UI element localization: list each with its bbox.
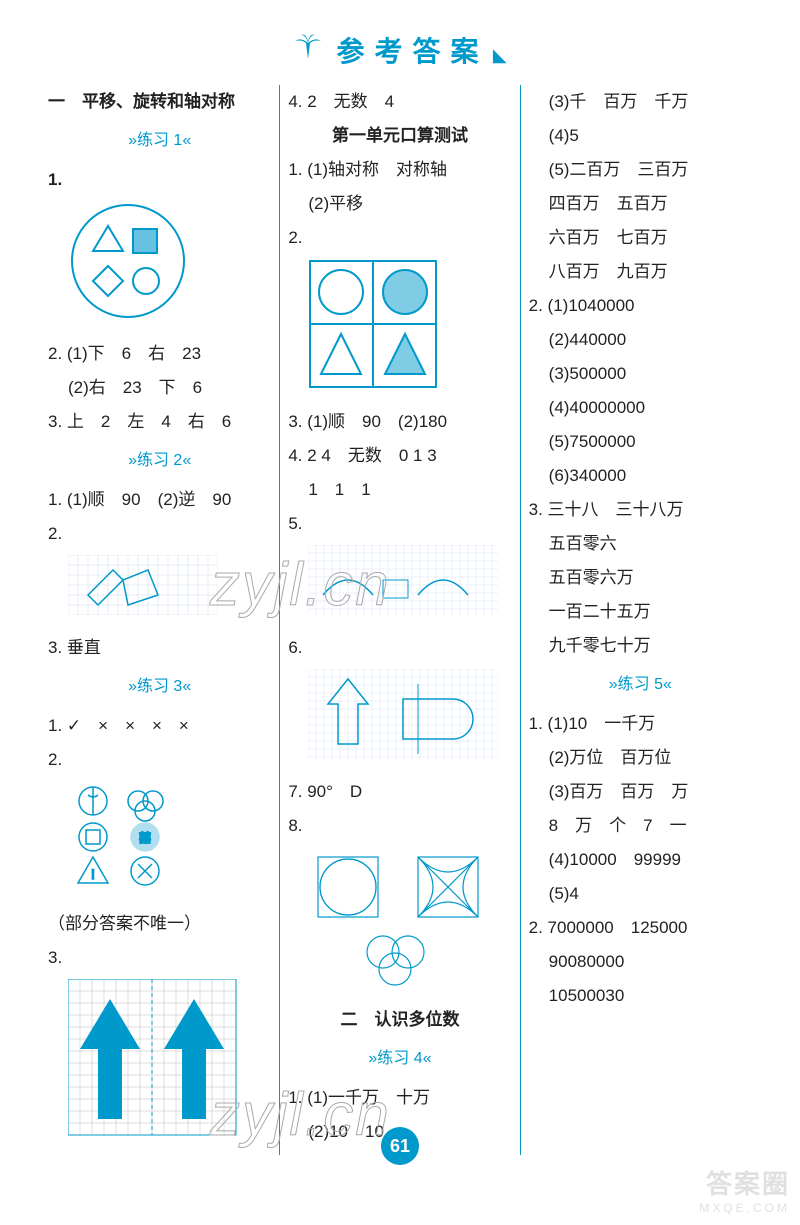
- section-title: 二 认识多位数: [288, 1003, 511, 1037]
- title-text: 参考答案: [336, 36, 488, 67]
- practice-label: »练习 3«: [48, 671, 271, 703]
- answer-text: 2.: [48, 743, 271, 777]
- page-number: 61: [381, 1127, 419, 1165]
- q5-figure: [308, 545, 511, 627]
- answer-text: 2. (1)1040000: [529, 289, 752, 323]
- column-1: 一 平移、旋转和轴对称 »练习 1« 1. 2. (1)下 6 右 23 (2)…: [40, 85, 279, 1155]
- answer-text: (2)440000: [529, 323, 752, 357]
- answer-text: 8 万 个 7 一: [529, 809, 752, 843]
- answer-text: 7. 90° D: [288, 775, 511, 809]
- answer-text: 3. (1)顺 90 (2)180: [288, 405, 511, 439]
- column-3: (3)千 百万 千万 (4)5 (5)二百万 三百万 四百万 五百万 六百万 七…: [521, 85, 760, 1155]
- answer-text: (4)5: [529, 119, 752, 153]
- answer-text: 90080000: [529, 945, 752, 979]
- palm-icon: [293, 37, 330, 67]
- answer-text: 1. (1)一千万 十万: [288, 1081, 511, 1115]
- four-shapes-figure: [308, 259, 511, 401]
- content-columns: 一 平移、旋转和轴对称 »练习 1« 1. 2. (1)下 6 右 23 (2)…: [40, 85, 760, 1155]
- parallelogram-figure: [68, 555, 271, 627]
- answer-text: (3)百万 百万 万: [529, 775, 752, 809]
- corner-small: MXQE.COM: [699, 1201, 790, 1215]
- answer-text: (3)500000: [529, 357, 752, 391]
- practice-label: »练习 1«: [48, 125, 271, 157]
- practice-label: »练习 2«: [48, 445, 271, 477]
- answer-text: (5)4: [529, 877, 752, 911]
- arrows-grid-figure: [68, 979, 271, 1151]
- q8-figure: [308, 847, 511, 999]
- shapes-circle-figure: [68, 201, 271, 333]
- answer-text: 2. 7000000 125000: [529, 911, 752, 945]
- answer-text: 九千零七十万: [529, 629, 752, 663]
- answer-text: (3)千 百万 千万: [529, 85, 752, 119]
- answer-text: 1. (1)顺 90 (2)逆 90: [48, 483, 271, 517]
- answer-text: 4. 2 无数 4: [288, 85, 511, 119]
- arrow-icon: ◣: [493, 45, 507, 65]
- answer-text: 六百万 七百万: [529, 221, 752, 255]
- answer-text: 1. (1)10 一千万: [529, 707, 752, 741]
- answer-text: 2. (1)下 6 右 23: [48, 337, 271, 371]
- answer-text: 1. ✓ × × × ×: [48, 709, 271, 743]
- answer-text: 1. (1)轴对称 对称轴: [288, 153, 511, 187]
- svg-text:!: !: [91, 866, 95, 882]
- answer-text: 四百万 五百万: [529, 187, 752, 221]
- answer-text: 3. 上 2 左 4 右 6: [48, 405, 271, 439]
- answer-text: 2.: [288, 221, 511, 255]
- practice-label: »练习 4«: [288, 1043, 511, 1075]
- page-number-value: 61: [381, 1127, 419, 1165]
- svg-text:囍: 囍: [139, 831, 151, 845]
- answer-text: 3. 垂直: [48, 631, 271, 665]
- answer-text: 八百万 九百万: [529, 255, 752, 289]
- answer-text: (6)340000: [529, 459, 752, 493]
- answer-text: 5.: [288, 507, 511, 541]
- answer-text: 五百零六: [529, 527, 752, 561]
- practice-label: »练习 5«: [529, 669, 752, 701]
- answer-text: 3. 三十八 三十八万: [529, 493, 752, 527]
- answer-text: (2)平移: [288, 187, 511, 221]
- corner-big: 答案圈: [699, 1164, 790, 1201]
- q6-figure: [308, 669, 511, 771]
- answer-text: (2)右 23 下 6: [48, 371, 271, 405]
- unit-title: 第一单元口算测试: [288, 119, 511, 153]
- answer-text: 五百零六万: [529, 561, 752, 595]
- q-num: 1.: [48, 170, 62, 189]
- answer-text: (4)10000 99999: [529, 843, 752, 877]
- answer-text: 3.: [48, 941, 271, 975]
- answer-text: 8.: [288, 809, 511, 843]
- answer-text: (5)二百万 三百万: [529, 153, 752, 187]
- answer-text: 一百二十五万: [529, 595, 752, 629]
- answer-text: 6.: [288, 631, 511, 665]
- column-2: 4. 2 无数 4 第一单元口算测试 1. (1)轴对称 对称轴 (2)平移 2…: [280, 85, 519, 1155]
- answer-text: (2)万位 百万位: [529, 741, 752, 775]
- answer-text: 10500030: [529, 979, 752, 1013]
- answer-text: 4. 2 4 无数 0 1 3: [288, 439, 511, 473]
- section-title: 一 平移、旋转和轴对称: [48, 85, 271, 119]
- corner-logo: 答案圈 MXQE.COM: [699, 1164, 790, 1215]
- page-title: 参考答案 ◣: [40, 30, 760, 70]
- answer-text: (4)40000000: [529, 391, 752, 425]
- note-text: （部分答案不唯一）: [48, 907, 271, 941]
- answer-text: 2.: [48, 517, 271, 551]
- answer-text: (5)7500000: [529, 425, 752, 459]
- symbols-figure: 囍 !: [68, 781, 271, 903]
- answer-text: 1 1 1: [288, 473, 511, 507]
